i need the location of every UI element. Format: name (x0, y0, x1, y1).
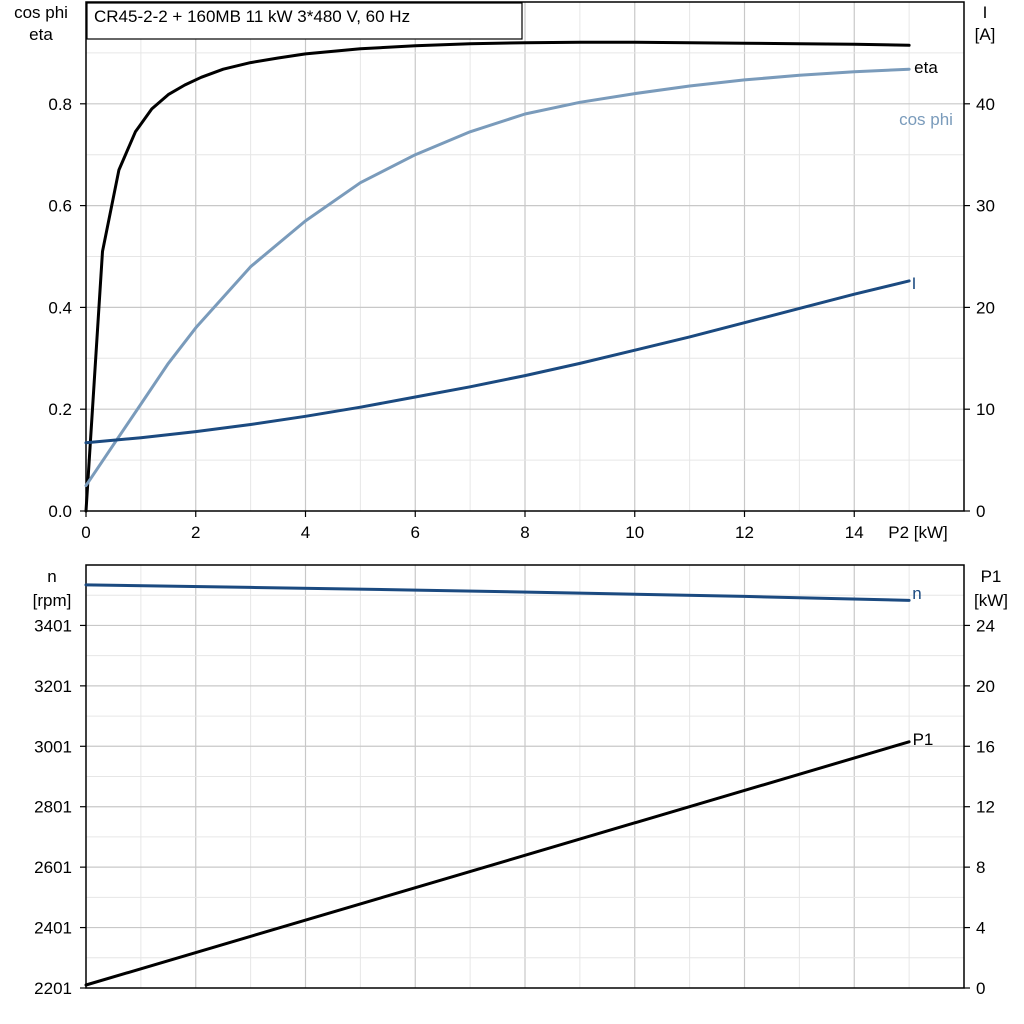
top-left-axis-label-line2: eta (29, 25, 53, 44)
bottom-right-y-tick-label: 12 (976, 798, 995, 817)
bottom-left-axis-label-line2: [rpm] (33, 591, 72, 610)
title-box (86, 2, 523, 40)
top-right-axis-label-line1: I (983, 3, 988, 22)
bottom-left-axis-label-line1: n (47, 567, 56, 586)
top-right-y-tick-label: 30 (976, 197, 995, 216)
x-tick-label: 10 (625, 523, 644, 542)
top-left-y-tick-label: 0.0 (48, 502, 72, 521)
top-right-y-tick-label: 10 (976, 400, 995, 419)
bottom-left-y-tick-label: 3001 (34, 737, 72, 756)
series-label-cos-phi: cos phi (899, 110, 953, 129)
x-tick-label: 4 (301, 523, 310, 542)
series-label-p1: P1 (913, 730, 934, 749)
top-chart-grid (86, 2, 964, 511)
x-tick-label: 12 (735, 523, 754, 542)
bottom-left-y-tick-label: 3201 (34, 677, 72, 696)
series-line-p1 (84, 740, 911, 987)
bottom-left-y-tick-label: 2601 (34, 858, 72, 877)
series-line-cos-phi (84, 67, 911, 488)
top-right-y-tick-label: 40 (976, 95, 995, 114)
top-chart-series (84, 40, 911, 513)
top-right-axis-label-line2: [A] (975, 25, 996, 44)
top-left-axis-label-line1: cos phi (14, 3, 68, 22)
series-label-current: I (912, 274, 917, 293)
x-axis-label: P2 [kW] (888, 523, 948, 542)
bottom-right-y-tick-label: 0 (976, 979, 985, 998)
bottom-left-y-tick-label: 3401 (34, 616, 72, 635)
top-right-y-tick-label: 20 (976, 298, 995, 317)
bottom-chart-frame (85, 564, 965, 989)
bottom-right-y-tick-label: 16 (976, 737, 995, 756)
series-line-eta (84, 40, 911, 513)
series-label-eta: eta (914, 58, 938, 77)
bottom-chart-series (84, 583, 911, 987)
bottom-left-y-tick-label: 2801 (34, 798, 72, 817)
series-line-n (84, 583, 911, 602)
bottom-right-y-tick-label: 8 (976, 858, 985, 877)
x-tick-label: 14 (845, 523, 864, 542)
top-left-y-tick-label: 0.6 (48, 197, 72, 216)
bottom-right-y-tick-label: 24 (976, 616, 995, 635)
bottom-right-axis-label-line2: [kW] (974, 591, 1008, 610)
x-tick-label: 0 (81, 523, 90, 542)
x-tick-label: 6 (411, 523, 420, 542)
bottom-right-y-tick-label: 20 (976, 677, 995, 696)
x-tick-label: 8 (520, 523, 529, 542)
top-right-y-tick-label: 0 (976, 502, 985, 521)
top-left-y-tick-label: 0.2 (48, 400, 72, 419)
bottom-right-y-tick-label: 4 (976, 919, 985, 938)
axis-ticks: 0 2 4 6 8 10 12 140.00.20.40.60.801020304022012… (34, 95, 995, 998)
chart-title: CR45-2-2 + 160MB 11 kW 3*480 V, 60 Hz (94, 7, 410, 26)
bottom-left-y-tick-label: 2401 (34, 919, 72, 938)
bottom-chart-grid (86, 565, 964, 988)
top-left-y-tick-label: 0.4 (48, 298, 72, 317)
top-left-y-tick-label: 0.8 (48, 95, 72, 114)
bottom-left-y-tick-label: 2201 (34, 979, 72, 998)
series-label-speed: n (912, 584, 921, 603)
x-tick-label: 2 (191, 523, 200, 542)
series-line-i (84, 279, 911, 445)
bottom-right-axis-label-line1: P1 (981, 567, 1002, 586)
